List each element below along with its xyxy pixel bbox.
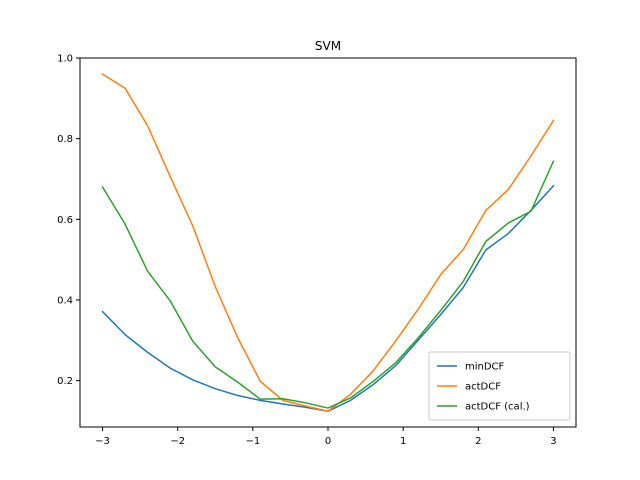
x-tick-label: −3 [95,436,110,447]
legend-label: actDCF (cal.) [465,402,530,413]
y-tick-label: 0.6 [57,215,73,226]
x-tick-label: 3 [550,436,556,447]
x-axis: −3 −2 −1 0 1 2 3 [95,427,557,447]
legend-box [428,351,571,421]
y-tick-label: 0.4 [57,295,73,306]
series-line-actdcf [101,73,555,413]
plot-lines [101,73,555,413]
x-tick-label: 2 [475,436,481,447]
y-axis: 0.2 0.4 0.6 0.8 1.0 [57,54,80,387]
y-tick-label: 1.0 [57,54,73,65]
legend-label: minDCF [465,362,505,373]
legend: minDCF actDCF actDCF (cal.) [428,351,571,421]
chart-title: SVM [315,39,341,53]
y-tick-label: 0.2 [57,376,73,387]
x-tick-label: −2 [170,436,185,447]
legend-label: actDCF [465,382,501,393]
x-tick-label: 0 [325,436,331,447]
x-tick-label: −1 [245,436,260,447]
y-tick-label: 0.8 [57,134,73,145]
series-line-actdcf-cal [101,160,555,409]
x-tick-label: 1 [400,436,406,447]
